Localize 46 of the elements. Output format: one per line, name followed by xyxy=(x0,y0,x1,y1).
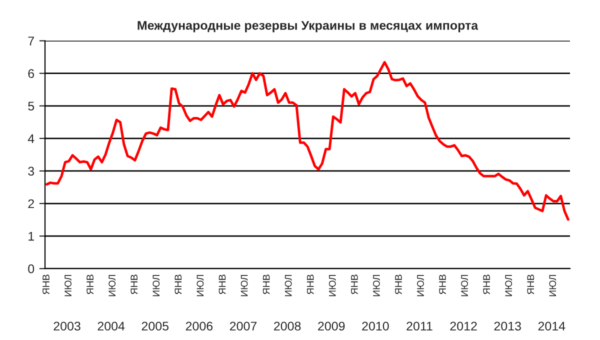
x-tick-label: ИЮЛ xyxy=(328,274,336,296)
x-tick-label: ЯНВ xyxy=(483,274,490,294)
chart-title: Международные резервы Украины в месяцах импорта xyxy=(138,21,478,32)
text: 2009 xyxy=(318,322,345,331)
text: 2008 xyxy=(274,322,301,331)
x-tick-label: ЯНВ xyxy=(527,274,534,294)
y-tick-label: 1 xyxy=(28,232,34,241)
text: 2011 xyxy=(406,322,432,331)
x-tick-label: ЯНВ xyxy=(174,274,182,294)
y-tick-label: 7 xyxy=(28,36,34,46)
x-tick-label: ИЮЛ xyxy=(461,274,468,296)
x-tick-label: ЯНВ xyxy=(262,274,270,294)
y-tick-label: 4 xyxy=(28,134,34,143)
x-tick-label: ИЮЛ xyxy=(417,274,424,296)
x-tick-label: ЯНВ xyxy=(395,274,402,294)
text: 2014 xyxy=(538,322,566,331)
x-tick-label: ИЮЛ xyxy=(284,274,292,296)
x-tick-label: ЯНВ xyxy=(86,274,94,294)
line-series xyxy=(46,61,570,221)
text: 2007 xyxy=(230,322,257,331)
x-tick-label: ИЮЛ xyxy=(505,274,512,296)
x-tick-label: ЯНВ xyxy=(351,274,358,294)
x-tick-label: ИЮЛ xyxy=(372,274,380,296)
text: 2005 xyxy=(142,322,169,331)
x-tick-label: ИЮЛ xyxy=(196,274,204,296)
x-tick-label: ИЮЛ xyxy=(152,274,160,296)
x-tick-label: ИЮЛ xyxy=(108,274,116,296)
x-tick-label: ИЮЛ xyxy=(240,274,248,296)
text: 2004 xyxy=(98,322,125,331)
x-tick-label: ИЮЛ xyxy=(549,274,556,296)
y-tick-label: 2 xyxy=(28,199,34,208)
x-tick-label: ЯНВ xyxy=(130,274,138,294)
x-tick-label: ЯНВ xyxy=(306,274,314,294)
text: 2012 xyxy=(450,322,477,331)
x-tick-label: ЯНВ xyxy=(42,274,50,294)
x-tick-label: ЯНВ xyxy=(439,274,446,294)
y-tick-label: 3 xyxy=(28,166,34,176)
text: 2010 xyxy=(362,322,389,331)
x-tick-label: ИЮЛ xyxy=(64,274,72,296)
y-tick-label: 6 xyxy=(28,69,34,78)
text: 2013 xyxy=(494,322,521,331)
text: 2006 xyxy=(186,322,213,331)
y-tick-label: 0 xyxy=(28,264,34,274)
x-tick-label: ЯНВ xyxy=(218,274,226,294)
y-tick-label: 5 xyxy=(28,102,34,111)
text: 2003 xyxy=(54,322,80,331)
